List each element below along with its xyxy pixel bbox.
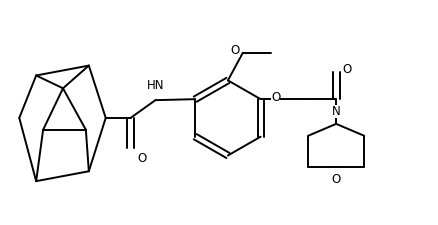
Text: N: N	[332, 105, 340, 118]
Text: HN: HN	[147, 79, 164, 92]
Text: O: O	[271, 91, 280, 104]
Text: O: O	[332, 173, 341, 186]
Text: O: O	[138, 153, 147, 166]
Text: O: O	[231, 44, 240, 57]
Text: O: O	[342, 63, 351, 76]
